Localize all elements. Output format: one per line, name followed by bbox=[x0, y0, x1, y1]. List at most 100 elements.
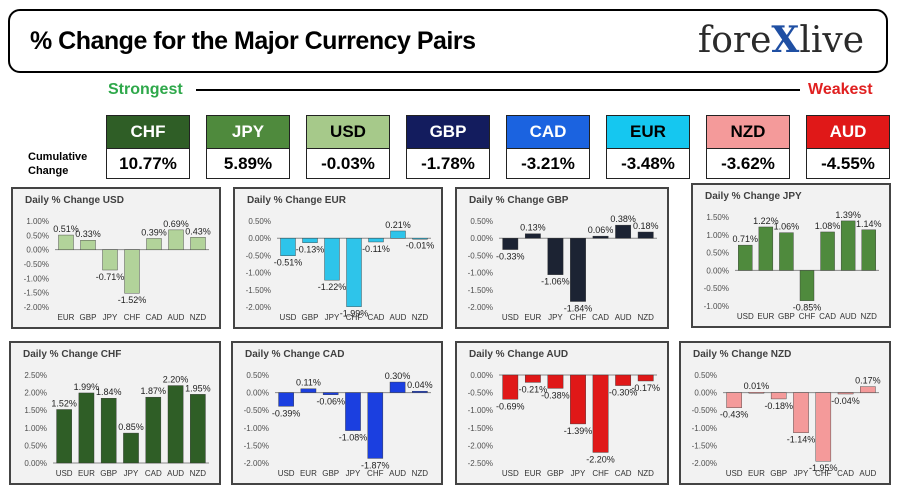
category-label: GBP bbox=[547, 469, 564, 478]
data-label: -0.39% bbox=[272, 408, 301, 418]
bar-usd bbox=[56, 409, 72, 464]
y-tick-label: -2.00% bbox=[24, 303, 49, 312]
currency-cumulative-value: -4.55% bbox=[806, 149, 890, 179]
bar-usd bbox=[726, 392, 742, 408]
category-label: CHF bbox=[124, 313, 141, 322]
data-label: -0.06% bbox=[316, 397, 345, 407]
category-label: JPY bbox=[325, 313, 340, 322]
data-label: -1.52% bbox=[118, 295, 147, 305]
bar-nzd bbox=[412, 238, 428, 240]
y-tick-label: -1.00% bbox=[468, 406, 493, 415]
bar-aud bbox=[615, 224, 632, 239]
category-label: NZD bbox=[637, 313, 654, 322]
data-label: -1.84% bbox=[564, 303, 593, 313]
y-tick-label: -1.50% bbox=[468, 424, 493, 433]
data-label: 1.06% bbox=[774, 222, 800, 232]
data-label: -0.69% bbox=[496, 401, 525, 411]
bar-jpy bbox=[345, 392, 361, 431]
cumulative-change-label: Cumulative Change bbox=[28, 151, 88, 177]
y-tick-label: -1.00% bbox=[244, 424, 269, 433]
data-label: -1.08% bbox=[339, 433, 368, 443]
bar-eur bbox=[300, 388, 317, 393]
strongest-label: Strongest bbox=[108, 81, 183, 98]
category-label: EUR bbox=[78, 469, 95, 478]
category-label: NZD bbox=[190, 313, 207, 322]
y-tick-label: -0.50% bbox=[24, 260, 49, 269]
header-banner: % Change for the Major Currency Pairs fo… bbox=[8, 9, 888, 73]
data-label: 1.84% bbox=[96, 387, 122, 397]
y-tick-label: 0.50% bbox=[470, 217, 493, 226]
data-label: -0.30% bbox=[609, 388, 638, 398]
data-label: 1.52% bbox=[51, 398, 77, 408]
data-label: -1.39% bbox=[564, 426, 593, 436]
category-label: EUR bbox=[58, 313, 75, 322]
bar-cad bbox=[820, 231, 835, 271]
y-tick-label: 0.00% bbox=[26, 246, 49, 255]
data-label: 1.95% bbox=[185, 383, 211, 393]
data-label: 0.13% bbox=[520, 223, 546, 233]
category-label: USD bbox=[56, 469, 73, 478]
chart-eur: Daily % Change EUR 0.50% 0.00% -0.50% -1.00%… bbox=[246, 195, 435, 322]
currency-cumulative-value: -3.48% bbox=[606, 149, 690, 179]
y-tick-label: 1.50% bbox=[24, 406, 47, 415]
data-label: -0.51% bbox=[274, 258, 303, 268]
data-label: -0.04% bbox=[831, 396, 860, 406]
data-label: 0.11% bbox=[296, 378, 321, 388]
y-tick-label: -2.00% bbox=[244, 459, 269, 468]
chart-title: Daily % Change USD bbox=[25, 195, 124, 206]
category-label: CHF bbox=[367, 469, 384, 478]
currency-box-chf: CHF 10.77% bbox=[106, 115, 190, 179]
chart-panel-cad: Daily % Change CAD 0.50% 0.00% -0.50% -1.00%… bbox=[231, 341, 443, 485]
category-label: AUD bbox=[840, 312, 857, 321]
currency-name: USD bbox=[306, 115, 390, 149]
chart-title: Daily % Change JPY bbox=[705, 191, 802, 202]
bar-jpy bbox=[324, 238, 340, 281]
y-tick-label: 0.00% bbox=[246, 389, 269, 398]
chart-jpy: Daily % Change JPY 1.50% 1.00% 0.50% 0.00% -0… bbox=[704, 191, 882, 321]
y-tick-label: -1.50% bbox=[468, 286, 493, 295]
category-label: JPY bbox=[548, 313, 563, 322]
data-label: -0.01% bbox=[406, 241, 435, 251]
data-label: 0.43% bbox=[185, 226, 211, 236]
bar-chf bbox=[367, 392, 384, 459]
bar-nzd bbox=[637, 231, 654, 239]
data-label: -0.13% bbox=[296, 245, 325, 255]
strength-divider bbox=[196, 89, 800, 91]
currency-name: CAD bbox=[506, 115, 590, 149]
bar-nzd bbox=[637, 374, 654, 382]
data-label: -0.71% bbox=[96, 272, 125, 282]
bar-gbp bbox=[547, 374, 564, 389]
bar-chf bbox=[592, 374, 609, 453]
y-tick-label: 1.50% bbox=[706, 213, 729, 222]
y-tick-label: -1.00% bbox=[468, 269, 493, 278]
bar-usd bbox=[738, 244, 753, 271]
bar-gbp bbox=[80, 240, 96, 250]
category-label: AUD bbox=[168, 313, 185, 322]
data-label: 0.30% bbox=[385, 371, 411, 381]
bar-usd bbox=[278, 392, 294, 407]
category-label: JPY bbox=[124, 469, 139, 478]
y-tick-label: -0.50% bbox=[468, 251, 493, 260]
y-tick-label: -1.50% bbox=[244, 441, 269, 450]
bar-cad bbox=[145, 396, 162, 464]
currency-name: AUD bbox=[806, 115, 890, 149]
category-label: AUD bbox=[167, 469, 184, 478]
currency-box-usd: USD -0.03% bbox=[306, 115, 390, 179]
chart-aud: Daily % Change AUD 0.00% -0.50% -1.00% -1.50… bbox=[468, 349, 660, 478]
currency-name: EUR bbox=[606, 115, 690, 149]
data-label: -1.06% bbox=[541, 277, 570, 287]
currency-cumulative-value: -0.03% bbox=[306, 149, 390, 179]
category-label: CAD bbox=[146, 313, 163, 322]
category-label: GBP bbox=[302, 313, 319, 322]
data-label: -0.17% bbox=[631, 383, 660, 393]
category-label: EUR bbox=[524, 313, 541, 322]
bar-jpy bbox=[793, 392, 809, 433]
data-label: -1.14% bbox=[787, 435, 816, 445]
bar-usd bbox=[502, 374, 519, 400]
chart-panel-usd: Daily % Change USD 1.00% 0.50% 0.00% -0.50% -… bbox=[11, 187, 221, 329]
bar-cad bbox=[615, 374, 632, 386]
y-tick-label: -2.00% bbox=[692, 459, 717, 468]
data-label: 0.17% bbox=[855, 376, 881, 386]
category-label: CHF bbox=[346, 313, 363, 322]
category-label: GBP bbox=[322, 469, 339, 478]
